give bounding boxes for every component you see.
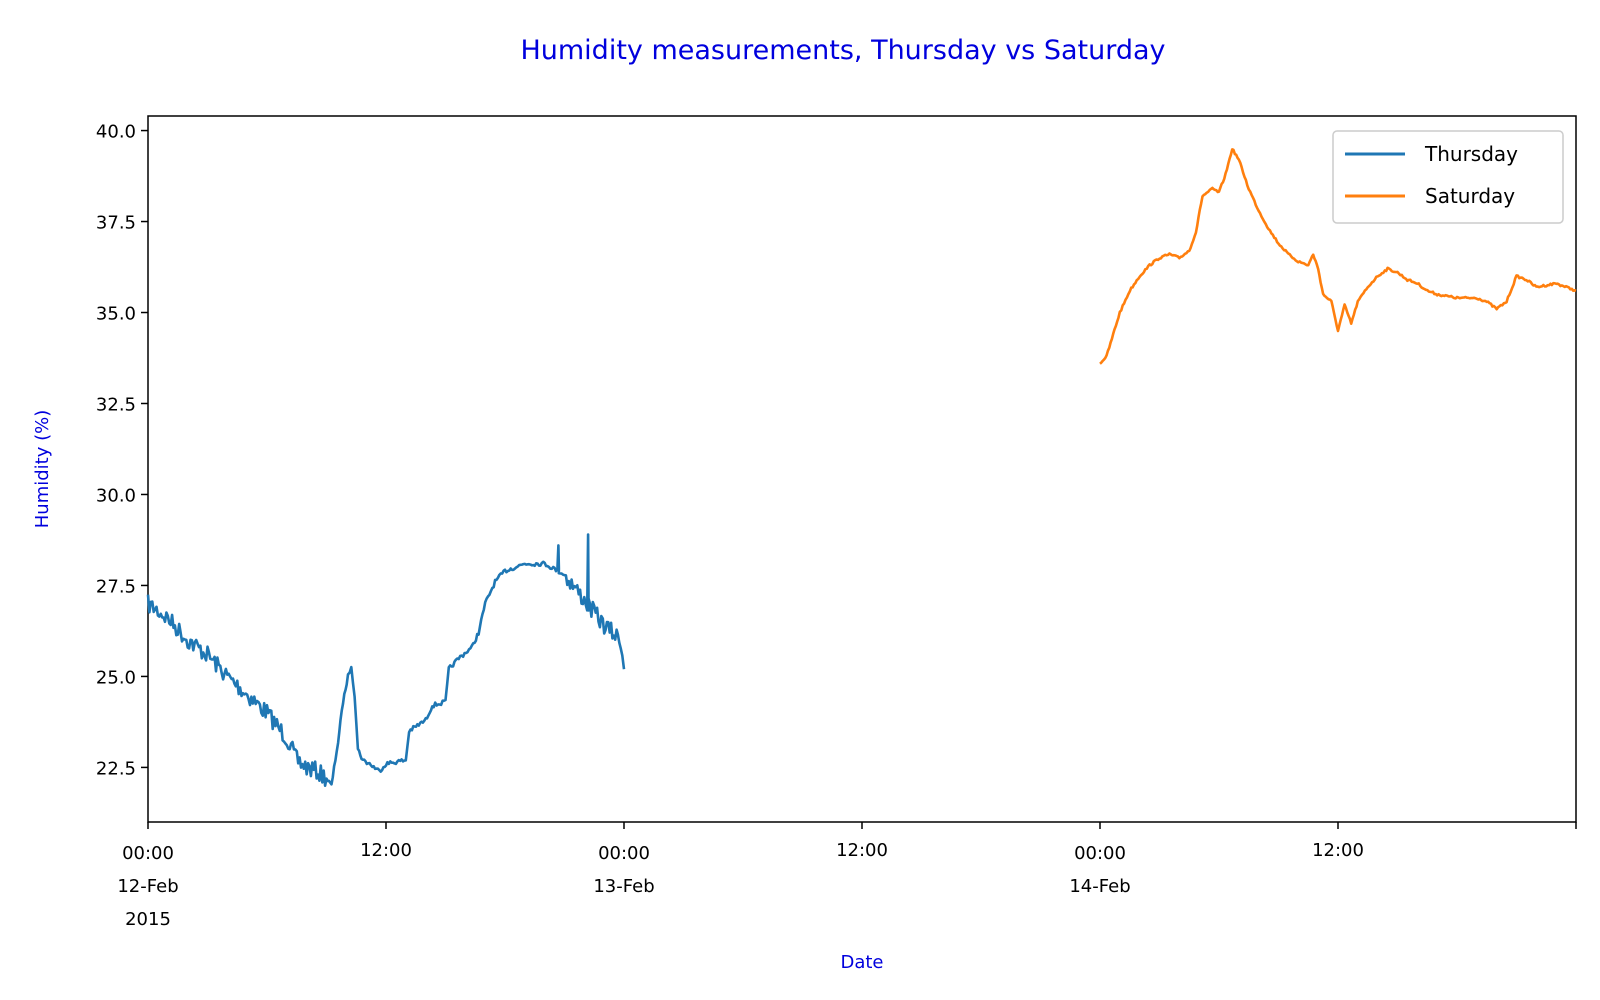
x-tick-label: 12:00 (360, 840, 412, 861)
x-tick-label: 00:00 12-Feb 2015 (117, 843, 178, 930)
y-tick-label: 32.5 (96, 394, 136, 415)
series-layer (146, 148, 1577, 787)
y-tick-label: 25.0 (96, 667, 136, 688)
y-tick-label: 27.5 (96, 576, 136, 597)
x-tick-label: 00:00 13-Feb (593, 843, 654, 897)
legend-label-thursday: Thursday (1424, 142, 1518, 166)
x-axis: 00:00 12-Feb 2015 12:00 00:00 13-Feb 12:00 00:0… (117, 822, 1577, 930)
y-tick-label: 35.0 (96, 304, 136, 325)
y-tick-label: 22.5 (96, 758, 136, 779)
x-axis-label: Date (840, 952, 883, 973)
series-line-thursday (146, 533, 626, 787)
y-tick-label: 40.0 (96, 122, 136, 143)
legend: Thursday Saturday (1332, 130, 1564, 224)
x-tick-label: 12:00 (1312, 840, 1364, 861)
y-axis-label: Humidity (%) (32, 410, 53, 529)
legend-label-saturday: Saturday (1425, 184, 1515, 208)
y-tick-label: 37.5 (96, 213, 136, 234)
y-axis: 22.5 25.0 27.5 30.0 32.5 35.0 37.5 40.0 (96, 122, 148, 779)
x-tick-label: 12:00 (836, 840, 888, 861)
series-line-saturday (1099, 148, 1577, 365)
y-tick-label: 30.0 (96, 485, 136, 506)
chart-title: Humidity measurements, Thursday vs Satur… (520, 35, 1165, 66)
x-tick-label: 00:00 14-Feb (1069, 843, 1130, 897)
